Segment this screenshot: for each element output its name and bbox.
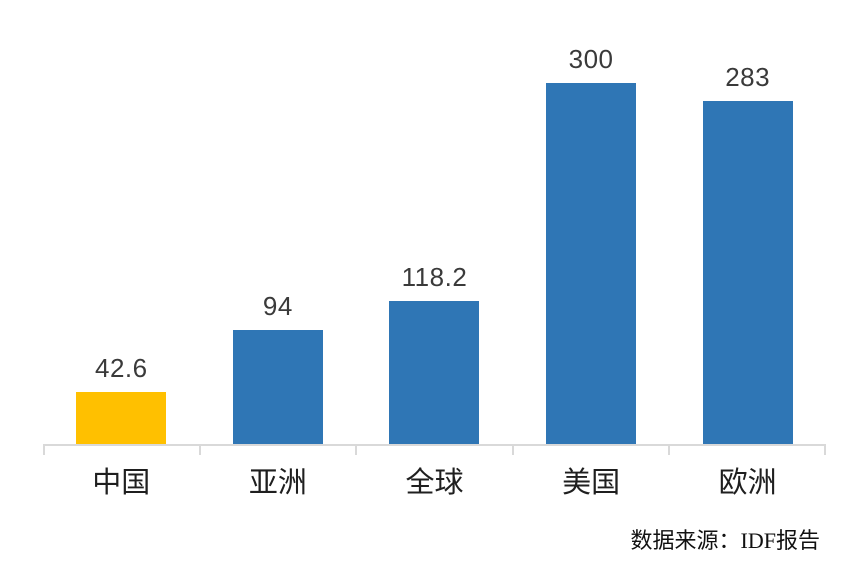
bar (232, 330, 323, 444)
bar (389, 301, 480, 444)
plot-area: 42.6 94 118.2 300 283 (43, 44, 826, 444)
bar-value-label: 94 (262, 291, 293, 321)
bar-group: 42.6 (43, 44, 200, 444)
bar-group: 94 (200, 44, 357, 444)
x-axis-category-label: 亚洲 (248, 467, 307, 499)
bar-group: 300 (513, 44, 670, 444)
x-axis-labels: 中国 亚洲 全球 美国 欧洲 (43, 466, 826, 500)
bar (702, 101, 793, 444)
x-axis-tick (668, 446, 671, 455)
source-note: 数据来源：IDF报告 (630, 528, 820, 553)
bar (546, 83, 637, 444)
x-axis-tick (824, 446, 826, 455)
bar-value-label: 42.6 (94, 353, 148, 383)
x-axis-category-label: 中国 (92, 467, 151, 499)
x-axis-tick (43, 446, 45, 455)
x-axis-line (43, 444, 826, 455)
bar-value-label: 118.2 (401, 262, 468, 292)
bar-group: 283 (669, 44, 826, 444)
x-axis-category-label: 欧洲 (718, 467, 777, 499)
bar-group: 118.2 (356, 44, 513, 444)
bar (76, 392, 167, 444)
x-axis-tick (511, 446, 514, 455)
x-axis-tick (355, 446, 358, 455)
bar-value-label: 300 (568, 44, 614, 74)
x-axis-category-label: 全球 (405, 467, 464, 499)
bar-value-label: 283 (725, 62, 771, 92)
x-axis-tick (198, 446, 201, 455)
x-axis-category-label: 美国 (562, 467, 621, 499)
